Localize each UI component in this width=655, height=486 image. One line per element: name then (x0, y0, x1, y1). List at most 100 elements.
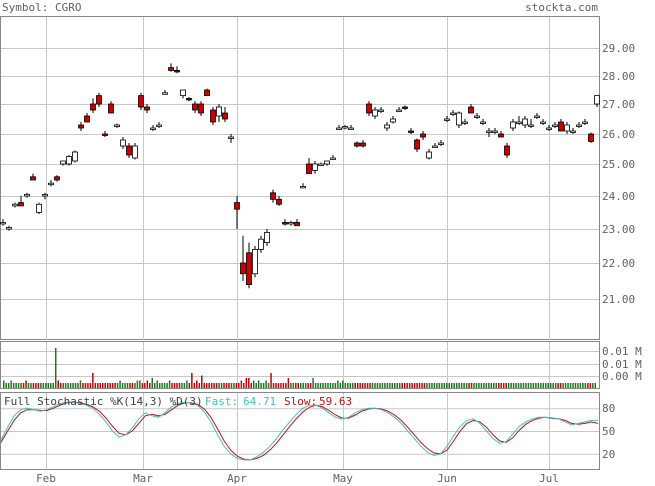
volume-bar (483, 383, 485, 388)
candle-body-down (78, 124, 84, 129)
volume-bar (401, 383, 403, 388)
volume-bar (589, 383, 592, 388)
candle (300, 183, 306, 189)
volume-bar (463, 383, 465, 388)
volume-bar (129, 383, 131, 388)
volume-bar (502, 383, 505, 388)
volume-bar (438, 383, 441, 388)
y-tick-label: 22.00 (602, 257, 635, 270)
candle (366, 101, 372, 116)
volume-bar (161, 383, 163, 388)
volume-bar (448, 383, 450, 388)
volume-bar (441, 383, 443, 388)
candle (402, 105, 408, 110)
volume-bar (193, 383, 196, 388)
candle-body-up (36, 203, 42, 213)
x-tick-label: May (333, 472, 353, 485)
candle (414, 138, 420, 152)
volume-bar (475, 383, 478, 388)
volume-bar (577, 383, 579, 388)
candle (0, 219, 6, 226)
volume-bar (594, 383, 597, 388)
volume-bar (302, 383, 304, 388)
volume-bar (554, 383, 557, 388)
candle (288, 220, 294, 226)
volume-bar (3, 380, 5, 388)
volume-bar (5, 383, 7, 388)
candle-body-up (534, 115, 540, 118)
brand-label[interactable]: stockta.com (525, 1, 598, 14)
volume-bar (89, 383, 92, 388)
volume-bar (334, 383, 337, 388)
y-tick-label: 29.00 (602, 42, 635, 55)
volume-bar (465, 383, 468, 388)
candle (42, 192, 48, 200)
volume-grid (1, 342, 599, 388)
volume-bar (386, 383, 389, 388)
candle-body-up (12, 203, 18, 207)
candle (444, 116, 450, 122)
volume-bar (270, 373, 272, 388)
volume-bar (426, 383, 428, 388)
candle-body-up (324, 160, 330, 165)
candle-body-down (192, 103, 198, 111)
volume-bar (17, 383, 20, 388)
candle (132, 143, 138, 160)
candle-body-down (408, 130, 414, 133)
candle (504, 143, 510, 158)
volume-bar (510, 383, 512, 388)
candle-body-up (390, 118, 396, 123)
candle-body-down (468, 106, 474, 114)
candle (354, 141, 360, 148)
volume-bar (235, 383, 238, 388)
volume-bar (10, 380, 12, 388)
volume-bar (84, 383, 87, 388)
volume-bar (87, 383, 89, 388)
candle-body-up (396, 109, 402, 112)
candle (582, 119, 588, 125)
candle-body-up (312, 163, 318, 171)
candle-body-up (546, 127, 552, 130)
candle (192, 101, 198, 113)
candle-body-up (492, 130, 498, 133)
y-tick-label: 21.00 (602, 293, 635, 306)
volume-bar (300, 383, 302, 388)
candle-body-down (294, 221, 300, 227)
volume-bar (498, 383, 500, 388)
slow-label: Slow: (284, 395, 317, 408)
volume-bar (458, 383, 460, 388)
candle (396, 107, 402, 112)
candle-body-up (582, 121, 588, 124)
volume-bar (285, 383, 287, 388)
volume-bar (97, 383, 99, 388)
volume-bar (255, 383, 257, 388)
volume-bar (59, 383, 62, 388)
volume-bar (178, 383, 181, 388)
volume-bar (67, 383, 69, 388)
volume-bar (530, 383, 532, 388)
candle-body-up (462, 121, 468, 124)
candle (306, 158, 312, 175)
candle (282, 219, 288, 226)
x-tick-label: Mar (133, 472, 153, 485)
candle-body-up (348, 127, 354, 130)
price-axis-labels: 29.00 28.00 27.00 26.00 25.00 24.00 23.00 22.00… (602, 42, 635, 306)
volume-bar (376, 383, 379, 388)
candle-body-down (504, 145, 510, 156)
volume-bar (453, 383, 455, 388)
volume-bar (431, 383, 433, 388)
candle-body-up (564, 124, 570, 132)
candle (456, 111, 462, 128)
volume-bar (119, 380, 121, 388)
volume-bar (37, 383, 40, 388)
y-tick-label: 28.00 (602, 70, 635, 83)
volume-bar (69, 383, 72, 388)
volume-bar (42, 383, 45, 388)
candle-body-up (456, 112, 462, 126)
volume-bar (64, 383, 67, 388)
volume-bar (45, 383, 47, 388)
candle (150, 125, 156, 131)
volume-bar (228, 383, 230, 388)
volume-bar (287, 378, 290, 388)
volume-bar (490, 383, 493, 388)
